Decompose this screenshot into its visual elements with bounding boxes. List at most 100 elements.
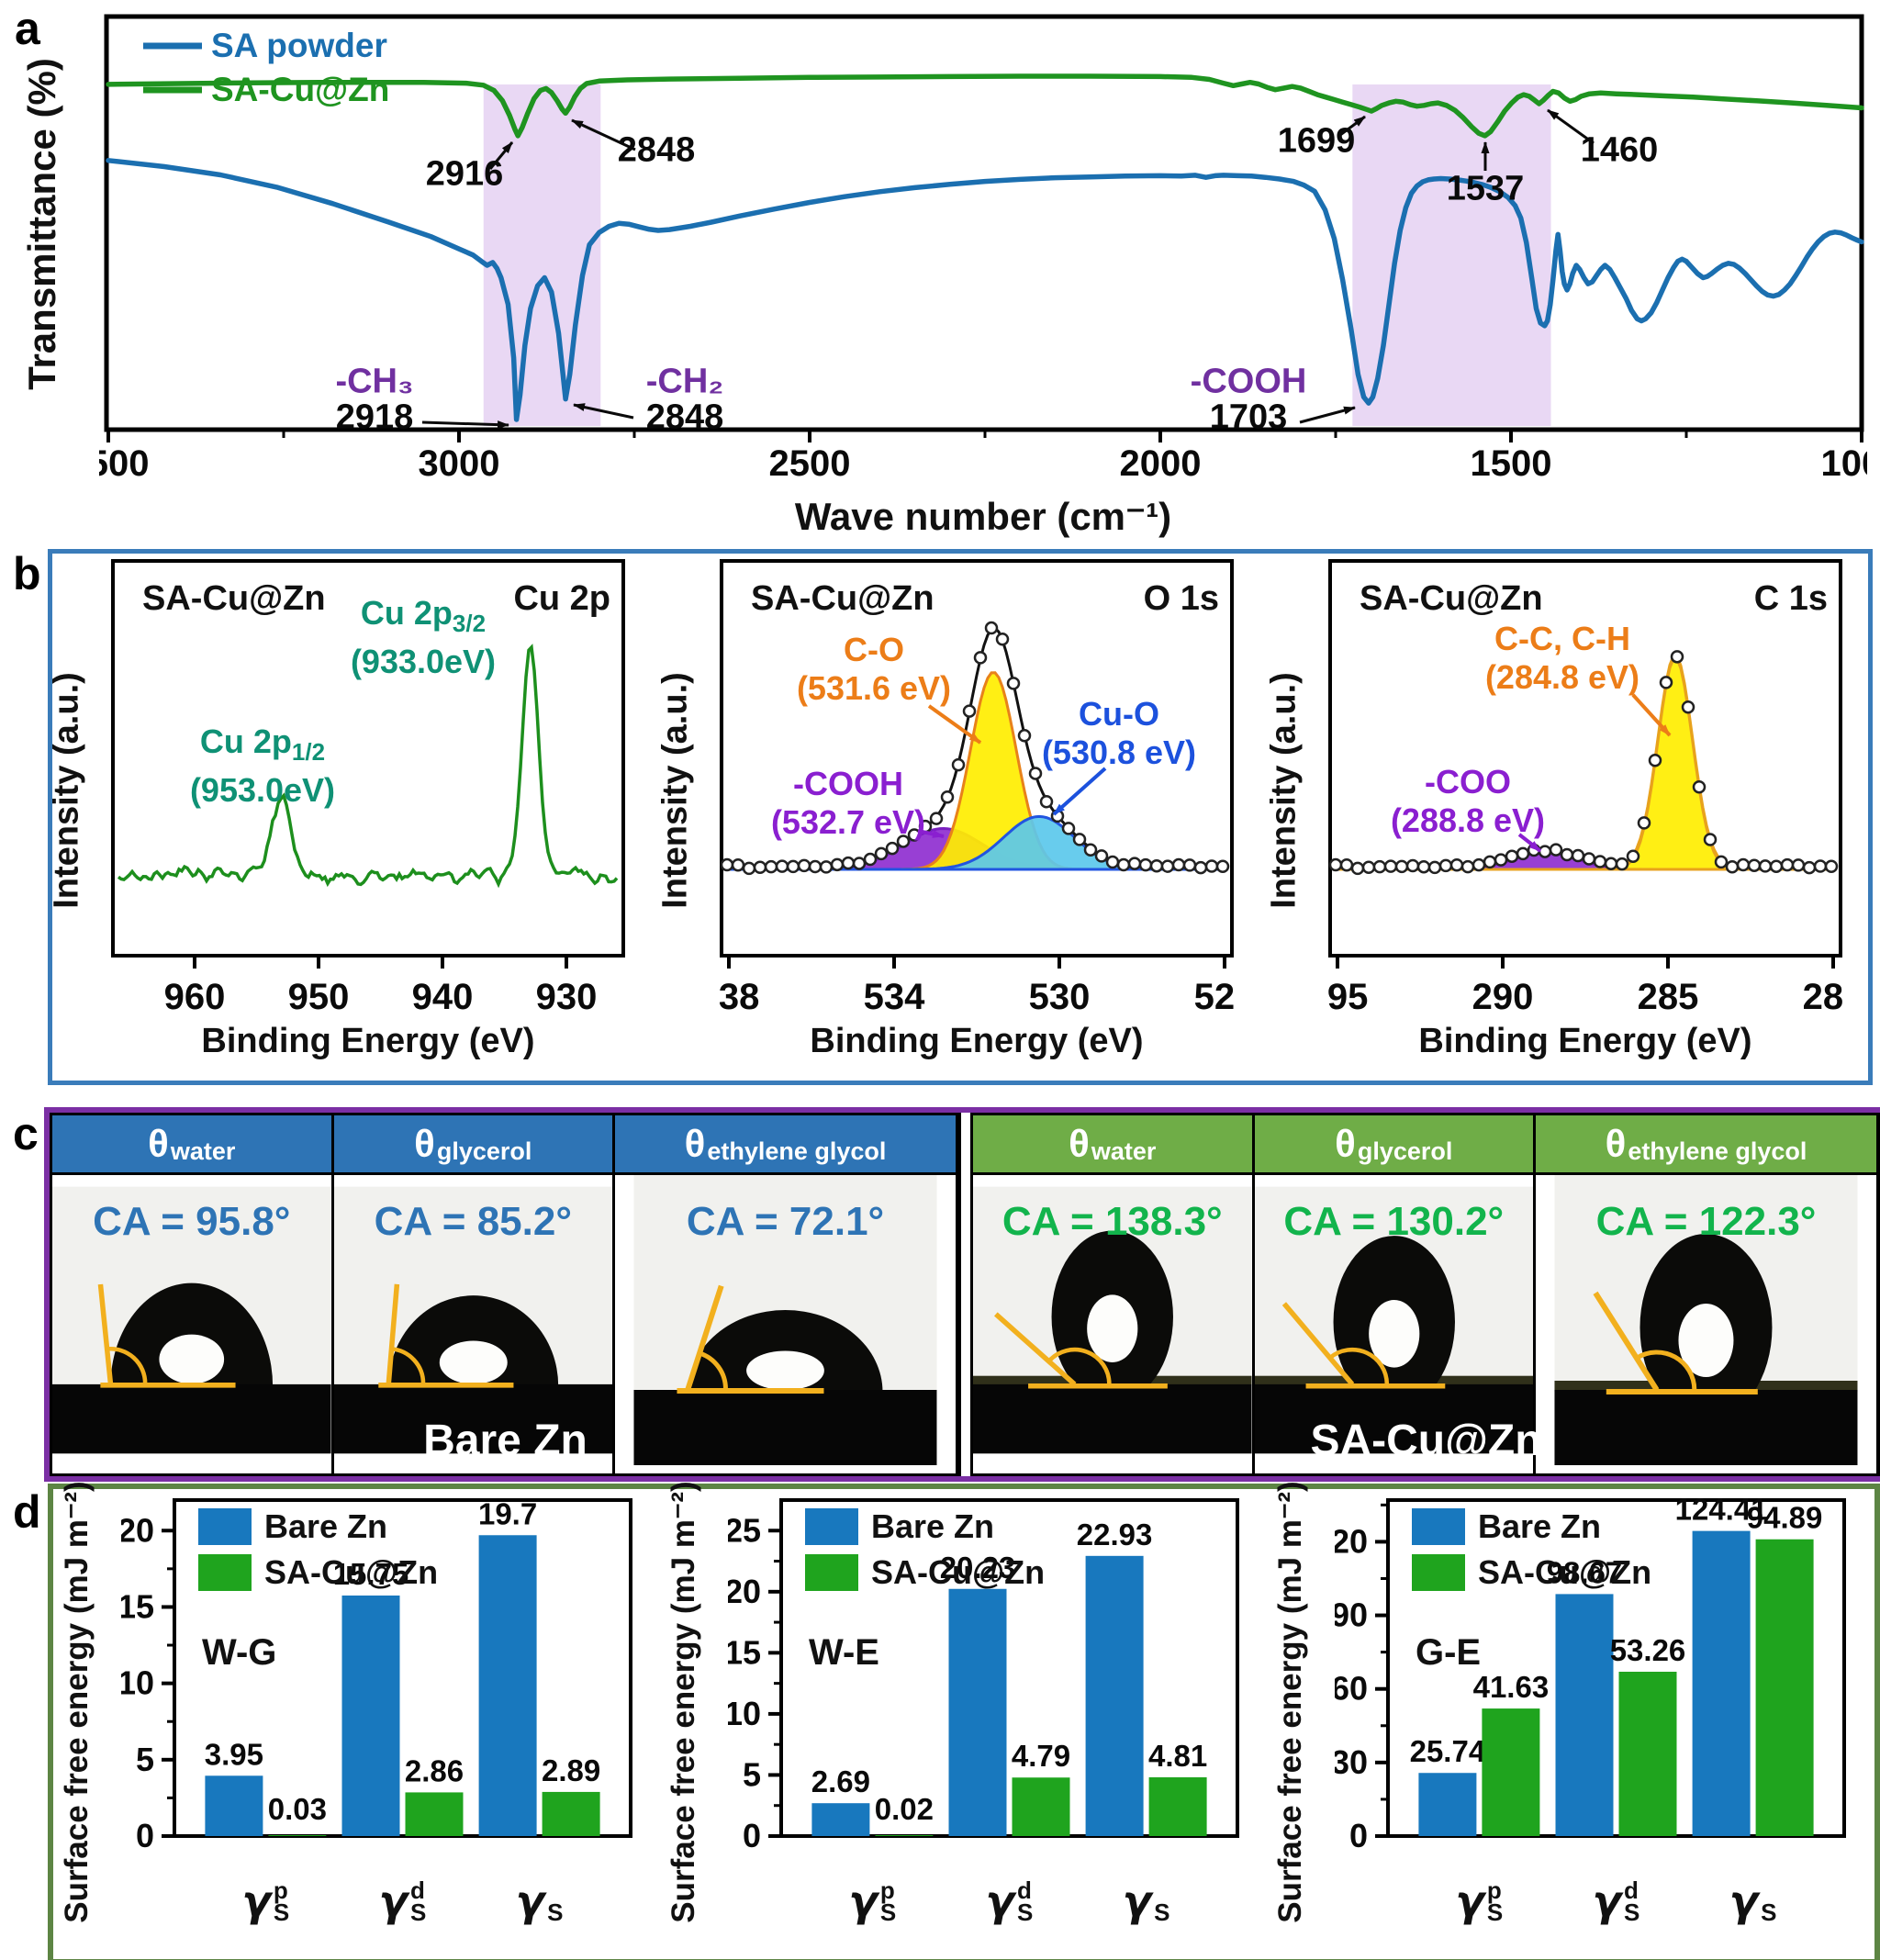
bar-bare-zn <box>1555 1594 1614 1836</box>
data-point <box>1072 833 1087 846</box>
tick-label: 940 <box>412 977 474 1017</box>
tangent-mark <box>1593 1291 1660 1392</box>
tick-label: 290 <box>1472 977 1534 1017</box>
droplet-image <box>52 1186 331 1454</box>
data-point <box>1802 860 1817 875</box>
annotation-arrow-icon <box>488 141 514 170</box>
angle-arc-mark <box>1635 1350 1697 1391</box>
ca-photo: CA = 122.3° <box>1536 1175 1876 1465</box>
bar-sa-cu-zn <box>1012 1777 1070 1836</box>
bar-sa-cu-zn <box>875 1835 934 1836</box>
panel-c-label: c <box>13 1108 39 1159</box>
xps-o1s: Intensity (a.u.) 538 534 530 526 SA-Cu@Zn O… <box>656 559 1256 1073</box>
annotation-arrow-icon <box>421 420 509 430</box>
data-point <box>1460 859 1475 874</box>
bar-sa-cu-zn <box>405 1792 464 1836</box>
data-point <box>720 857 734 872</box>
data-point <box>1505 849 1519 863</box>
we-bars: 0 5 10 15 20 25 2.69 20.23 22.93 0.02 4.79 4.81 <box>724 1498 1239 1854</box>
annotation-arrow-icon <box>573 403 634 420</box>
angle-arc-mark <box>1046 1347 1112 1384</box>
data-point <box>1171 857 1186 872</box>
wg-y-axis-title: Surface free energy (mJ m⁻²) <box>59 1481 95 1923</box>
droplet-image <box>973 1186 1252 1454</box>
tick-label: 960 <box>164 977 226 1017</box>
ca-cell-sa-glycerol: θ glycerol CA = 130.2° <box>1254 1115 1537 1473</box>
data-point <box>1538 845 1552 858</box>
cu2p32-annotation: Cu 2p3/2 (933.0eV) <box>350 594 497 681</box>
legend-swatch-sa-cuzn <box>1412 1554 1465 1591</box>
angle-arc-mark <box>699 1350 729 1390</box>
ca-value: CA = 122.3° <box>1595 1199 1817 1244</box>
ca-cell-bare-glycerol: θ glycerol CA = 85.2° <box>333 1115 616 1473</box>
ca-cell-bare-ethylene-glycol: θ ethylene glycol CA = 72.1° <box>615 1115 958 1473</box>
data-point <box>1604 857 1618 871</box>
tick-label: 530 <box>1029 977 1091 1017</box>
xps-cu2p: Intensity (a.u.) 960 950 940 930 SA-Cu@Zn C… <box>48 559 647 1073</box>
annotation-arrow-icon <box>1339 115 1366 137</box>
data-point <box>1204 859 1219 873</box>
wg-bars: 0 5 10 15 20 3.95 15.75 19.7 0.03 2.86 2.89 <box>118 1496 632 1854</box>
c1s-y-axis-title: Intensity (a.u.) <box>1264 672 1304 909</box>
panel-a-label: a <box>15 3 40 54</box>
data-point <box>1105 855 1120 869</box>
data-point <box>1160 859 1175 873</box>
data-point <box>1725 860 1740 874</box>
data-point <box>731 857 745 872</box>
annotation-arrow-icon <box>927 704 982 745</box>
data-point <box>962 704 977 718</box>
legend-row-bare-zn: Bare Zn <box>198 1507 438 1546</box>
data-point <box>929 812 944 825</box>
ca-header-ethylene-glycol: θ ethylene glycol <box>615 1115 956 1175</box>
data-point <box>1028 767 1043 780</box>
angle-arc-mark <box>106 1346 148 1384</box>
data-point <box>753 860 767 875</box>
tick-label: 0 <box>743 1817 761 1854</box>
wg-plot: 0 5 10 15 20 3.95 15.75 19.7 0.03 2.86 2.89 Bare Z… <box>118 1496 635 1946</box>
cu2p-chart: 960 950 940 930 <box>111 559 625 1017</box>
annotation-arrow-icon <box>571 118 636 151</box>
tick-label: 120 <box>1335 1522 1368 1560</box>
data-point <box>1670 650 1684 664</box>
bar-bare-zn <box>1085 1555 1144 1836</box>
tick-label: 15 <box>121 1587 154 1625</box>
legend-row-bare-zn: Bare Zn <box>805 1507 1045 1546</box>
data-point <box>786 859 800 874</box>
ca-cell-sa-water: θ water CA = 138.3° <box>973 1115 1255 1473</box>
annotation-arrow-icon <box>1547 108 1595 145</box>
data-point <box>1405 858 1420 873</box>
ca-photo: CA = 138.3° <box>973 1175 1252 1465</box>
tick-label: 20 <box>121 1511 154 1549</box>
tick-label: 3.95 <box>205 1737 263 1771</box>
ge-tag: G-E <box>1416 1632 1482 1673</box>
ca-value: CA = 72.1° <box>686 1199 885 1244</box>
tick-label: 22.93 <box>1077 1518 1153 1551</box>
ca-header-glycerol: θ glycerol <box>1254 1115 1534 1175</box>
legend-swatch-bare-zn <box>198 1508 252 1545</box>
data-point <box>1149 858 1164 873</box>
tick-label: 60 <box>1335 1670 1368 1708</box>
ca-photo: CA = 130.2° <box>1254 1175 1534 1465</box>
data-point <box>852 857 867 870</box>
data-point <box>984 621 999 635</box>
substrate <box>633 1390 937 1465</box>
tick-label: 0.02 <box>875 1792 934 1826</box>
tick-label: 20.23 <box>940 1551 1016 1585</box>
cu2p-spectrum <box>117 644 619 889</box>
data-point <box>1582 852 1596 866</box>
data-point <box>973 651 988 665</box>
data-point <box>1780 857 1795 872</box>
bar-bare-zn <box>948 1588 1007 1836</box>
cu2p-corner-label: Cu 2p <box>513 579 610 618</box>
tick-label: 1500 <box>1471 443 1552 483</box>
shaded-band <box>483 84 601 426</box>
data-point <box>1094 849 1109 863</box>
o1s-y-axis-title: Intensity (a.u.) <box>655 672 695 909</box>
angle-arc-mark <box>1327 1347 1389 1384</box>
data-point <box>1394 859 1409 874</box>
ca-photo: CA = 72.1° <box>615 1175 956 1465</box>
data-point <box>1483 855 1497 869</box>
